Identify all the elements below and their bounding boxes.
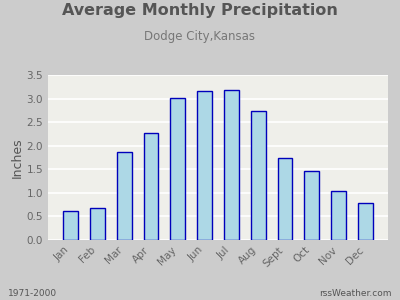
Bar	[64, 211, 78, 240]
Bar	[331, 190, 346, 240]
Text: Average Monthly Precipitation: Average Monthly Precipitation	[62, 3, 338, 18]
Text: rssWeather.com: rssWeather.com	[320, 290, 392, 298]
Bar	[224, 90, 239, 240]
Text: Dodge City,Kansas: Dodge City,Kansas	[144, 30, 256, 43]
Bar	[197, 91, 212, 240]
Text: 1971-2000: 1971-2000	[8, 290, 57, 298]
Bar	[304, 171, 319, 240]
Bar	[278, 158, 292, 240]
Bar	[170, 98, 185, 240]
Bar	[117, 152, 132, 240]
Bar	[358, 203, 372, 240]
Y-axis label: Inches: Inches	[11, 137, 24, 178]
Bar	[90, 208, 105, 240]
Bar	[144, 134, 158, 240]
Bar	[251, 111, 266, 240]
